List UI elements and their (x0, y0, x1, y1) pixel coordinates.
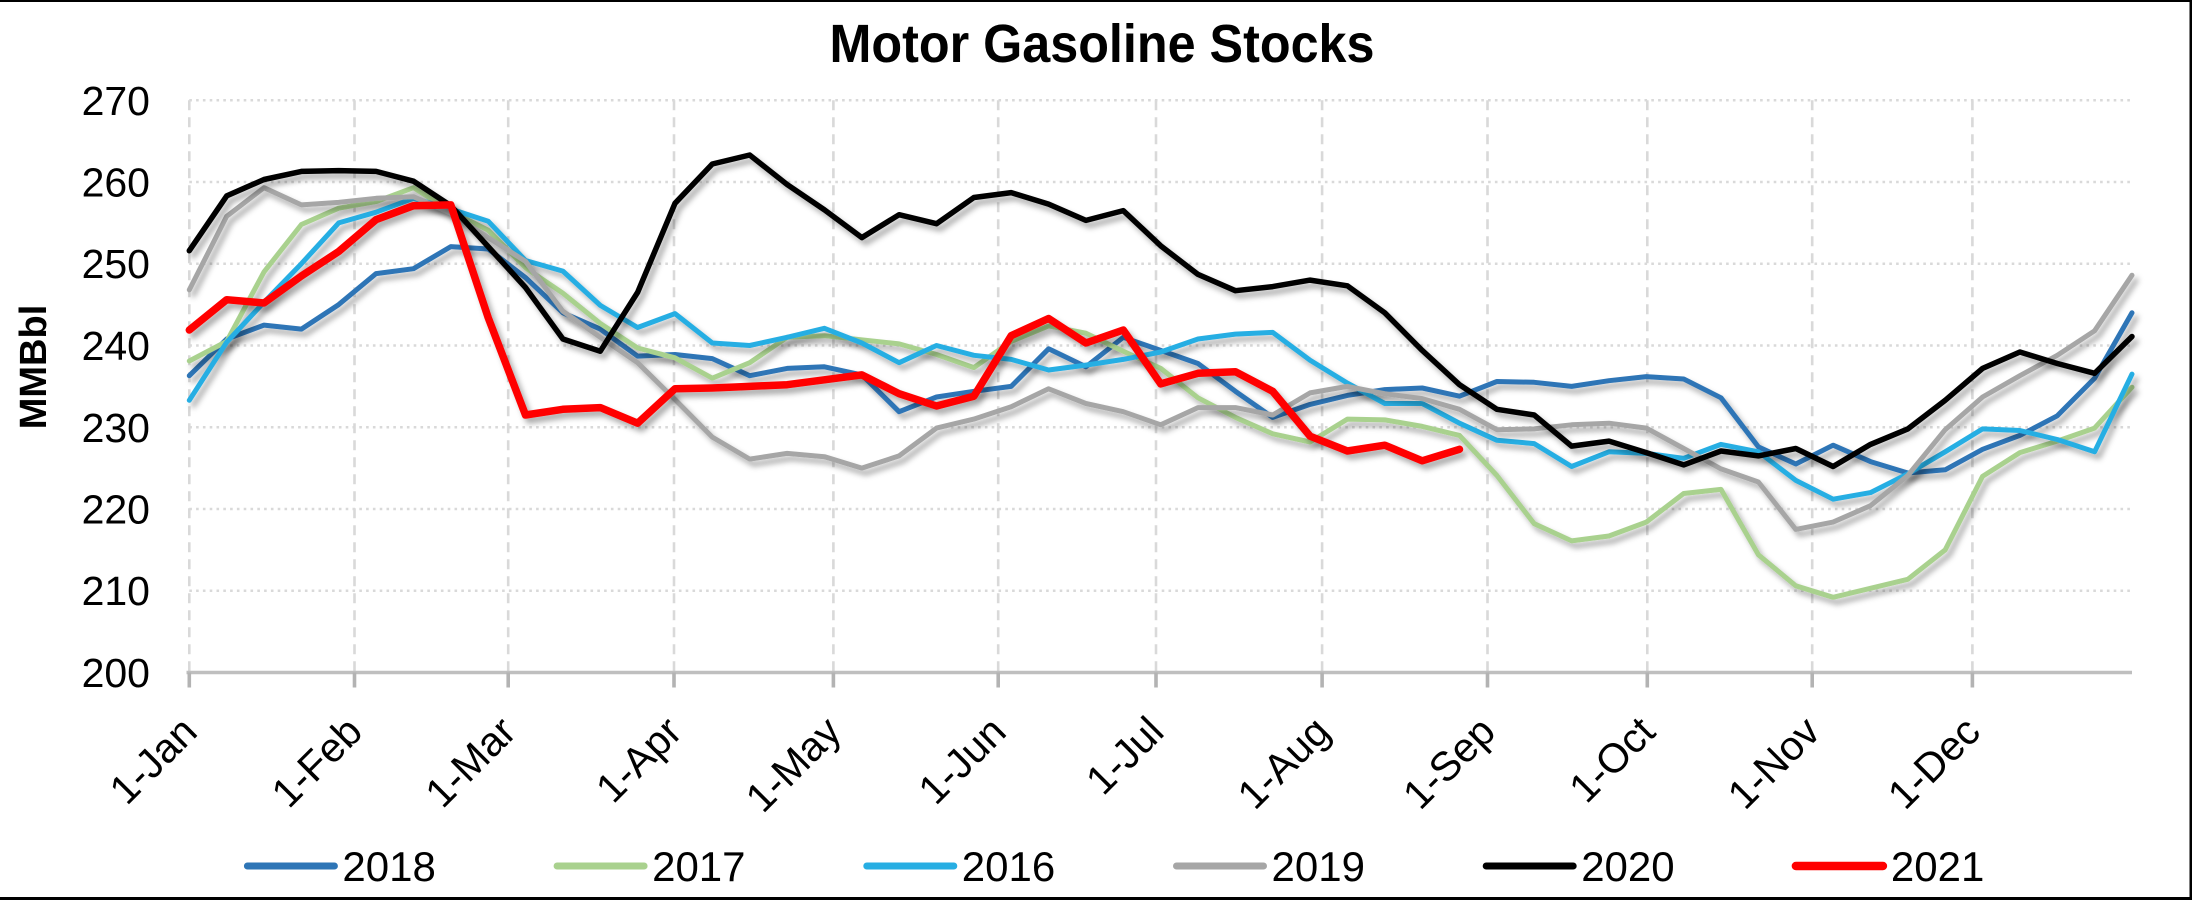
svg-text:MMBbl: MMBbl (13, 305, 55, 430)
svg-text:2021: 2021 (1891, 843, 1984, 890)
svg-text:220: 220 (82, 487, 150, 533)
svg-text:260: 260 (82, 160, 150, 206)
svg-text:230: 230 (82, 405, 150, 451)
svg-text:2017: 2017 (652, 843, 745, 890)
svg-text:2018: 2018 (342, 843, 435, 890)
svg-text:240: 240 (82, 323, 150, 369)
svg-text:2019: 2019 (1272, 843, 1365, 890)
svg-text:210: 210 (82, 568, 150, 614)
svg-text:Motor Gasoline Stocks: Motor Gasoline Stocks (830, 14, 1375, 74)
svg-text:2016: 2016 (962, 843, 1055, 890)
svg-text:270: 270 (82, 78, 150, 124)
svg-text:2020: 2020 (1581, 843, 1674, 890)
svg-text:250: 250 (82, 241, 150, 287)
svg-text:200: 200 (82, 650, 150, 696)
